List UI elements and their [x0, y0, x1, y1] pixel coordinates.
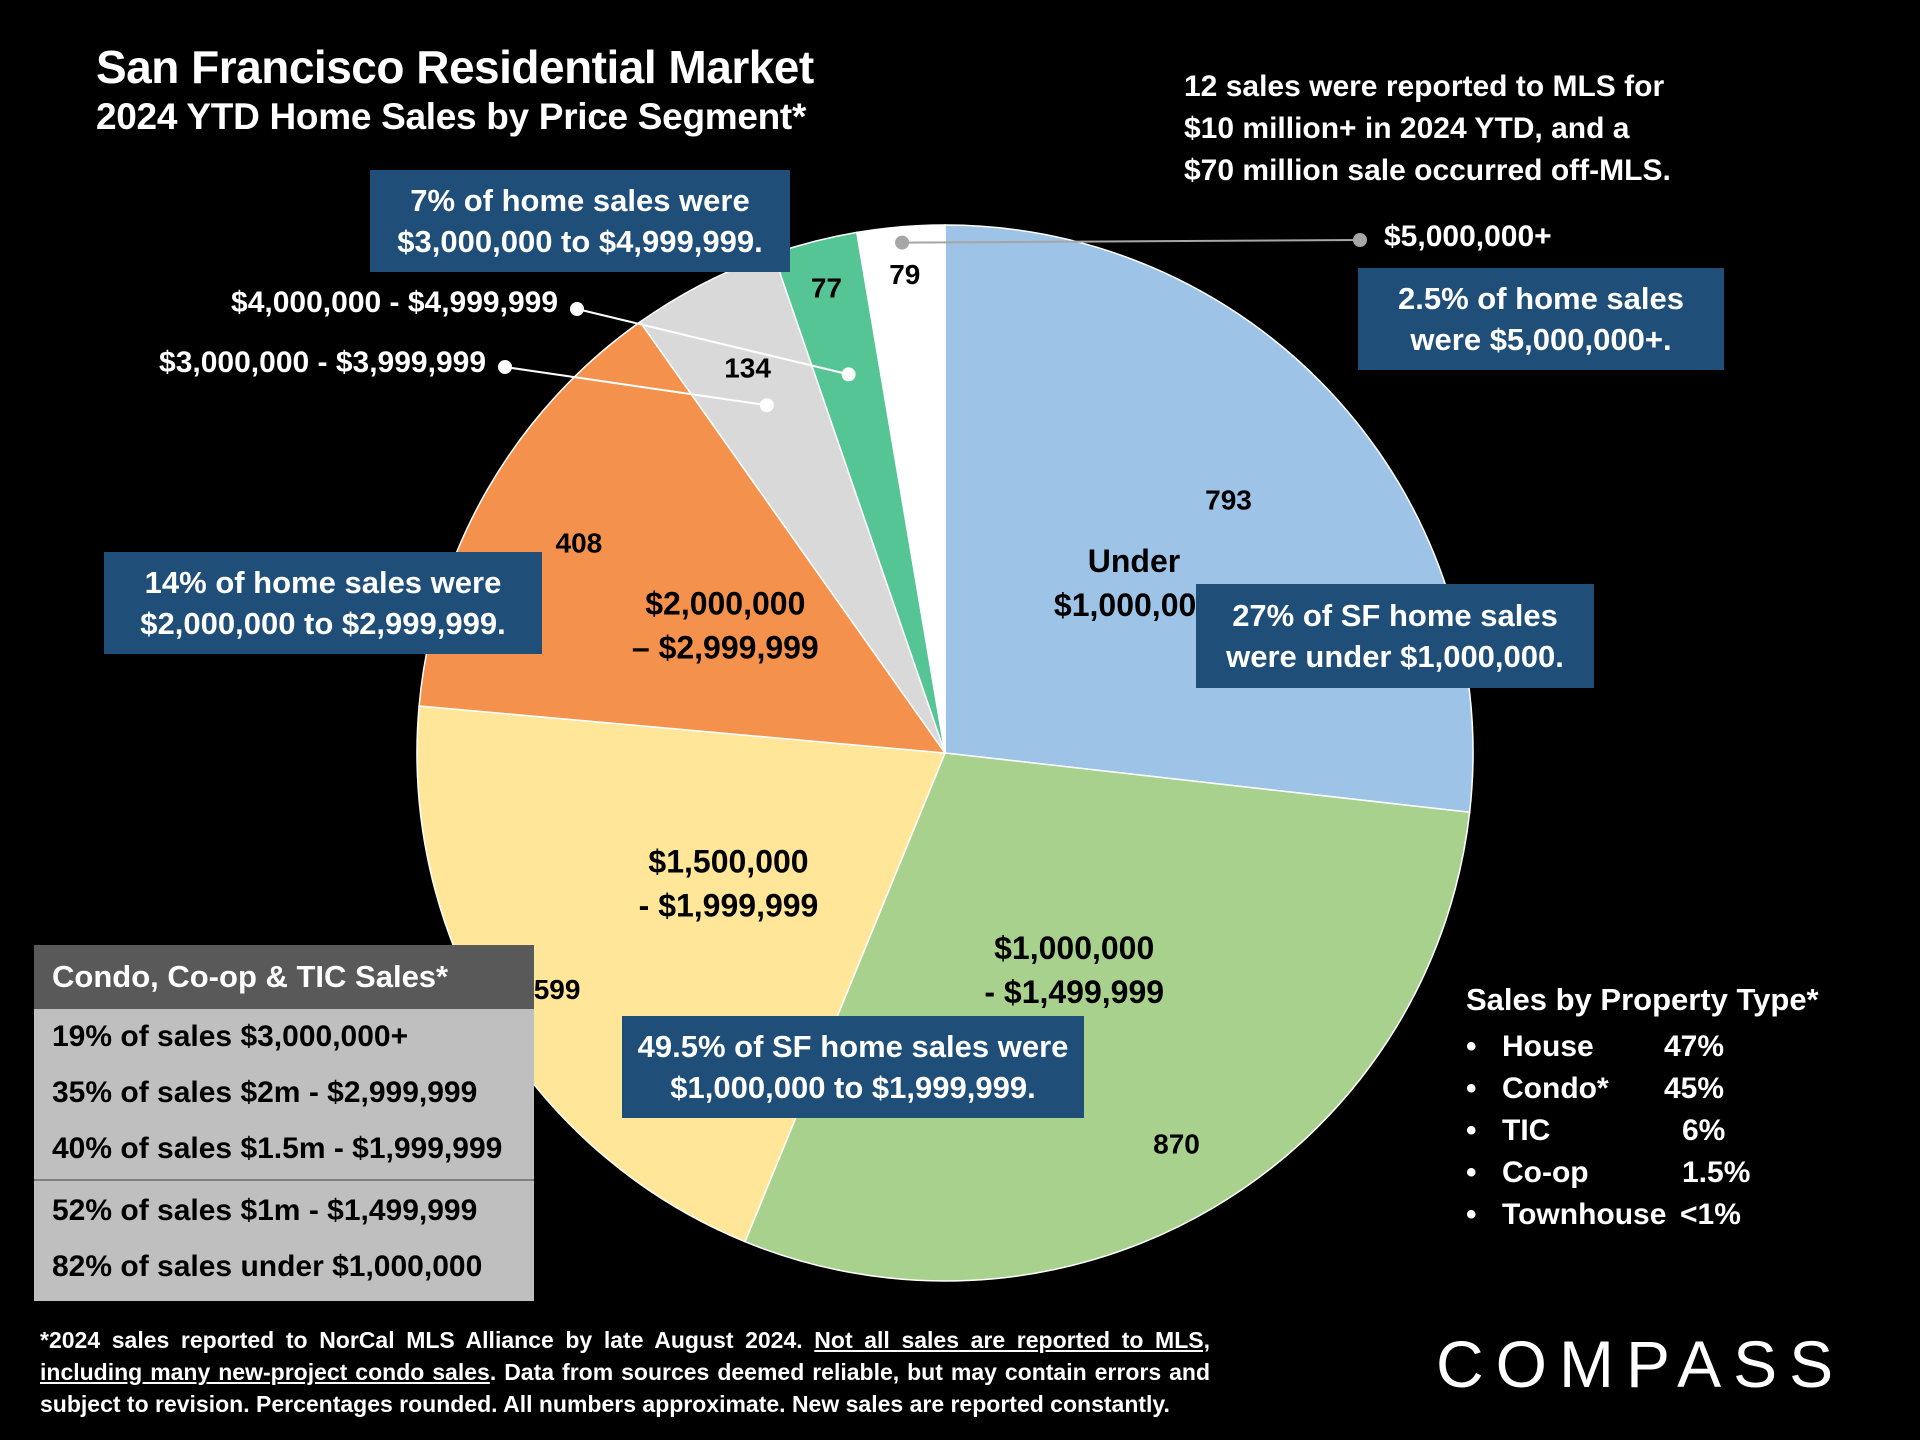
callout-line: 14% of home sales were: [144, 565, 502, 600]
chart-title: San Francisco Residential Market: [96, 41, 814, 93]
property-type-pct: 6%: [1682, 1114, 1726, 1147]
slice-value-label: 408: [556, 527, 603, 558]
slice-category-label: – $2,999,999: [632, 630, 819, 666]
condo-table-row: 40% of sales $1.5m - $1,999,999: [52, 1132, 503, 1165]
bullet-icon: •: [1466, 1156, 1477, 1189]
condo-table-divider: [34, 1179, 534, 1181]
callout-line: 49.5% of SF home sales were: [637, 1029, 1069, 1064]
slice-value-label: 79: [889, 259, 920, 290]
callout-line: $3,000,000 to $4,999,999.: [397, 224, 763, 259]
property-type-row: • House 47%: [1466, 1026, 1866, 1068]
mls-note-line: $10 million+ in 2024 YTD, and a: [1184, 112, 1630, 145]
slice-category-label: Under: [1088, 543, 1180, 579]
leader-line: [504, 366, 768, 407]
property-type-row: • Condo* 45%: [1466, 1068, 1866, 1110]
property-type-pct: 1.5%: [1682, 1156, 1751, 1189]
property-type-row: • Townhouse <1%: [1466, 1194, 1866, 1236]
callout-line: $2,000,000 to $2,999,999.: [140, 606, 506, 641]
footnote: *2024 sales reported to NorCal MLS Allia…: [40, 1324, 1210, 1420]
property-type-title: Sales by Property Type*: [1466, 982, 1819, 1017]
bullet-icon: •: [1466, 1114, 1477, 1147]
callout-line: 2.5% of home sales: [1397, 281, 1684, 316]
leader-dot: [1353, 233, 1367, 247]
property-type-pct: 47%: [1664, 1030, 1725, 1063]
condo-table-title: Condo, Co-op & TIC Sales*: [34, 945, 534, 1009]
condo-table-row: 82% of sales under $1,000,000: [52, 1250, 483, 1283]
property-type-name: House: [1502, 1030, 1594, 1063]
property-type-name: TIC: [1502, 1114, 1551, 1147]
callout-1m-to-2m: 49.5% of SF home sales were $1,000,000 t…: [622, 1016, 1084, 1118]
mls-note-line: 12 sales were reported to MLS for: [1184, 70, 1665, 103]
leader-dot: [498, 360, 512, 374]
leader-dot: [841, 367, 856, 382]
pie-slice: [744, 752, 1471, 1282]
slice-value-label: 870: [1153, 1129, 1200, 1160]
bullet-icon: •: [1466, 1198, 1477, 1231]
condo-table-row: 19% of sales $3,000,000+: [52, 1020, 409, 1053]
label-5m-plus: $5,000,000+: [1384, 220, 1552, 253]
slice-category-label: $1,000,000: [1054, 587, 1214, 623]
condo-table-row: 52% of sales $1m - $1,499,999: [52, 1194, 478, 1227]
property-type-name: Townhouse: [1502, 1198, 1667, 1231]
label-3m-4m: $3,000,000 - $3,999,999: [159, 346, 486, 379]
slice-category-label: $1,000,000: [994, 930, 1154, 966]
compass-logo: COMPASS: [1436, 1327, 1846, 1401]
label-4m-5m: $4,000,000 - $4,999,999: [231, 286, 558, 319]
property-type-pct: <1%: [1680, 1198, 1741, 1231]
leader-line: [576, 308, 849, 376]
slice-category-label: - $1,999,999: [639, 888, 819, 924]
condo-table-row: 35% of sales $2m - $2,999,999: [52, 1076, 478, 1109]
mls-note-line: $70 million sale occurred off-MLS.: [1184, 154, 1671, 187]
pie-slice: [856, 224, 946, 754]
slice-category-label: $1,500,000: [648, 844, 808, 880]
callout-line: 7% of home sales were: [410, 183, 750, 218]
slice-value-label: 134: [724, 353, 771, 384]
property-type-list: Sales by Property Type* • House 47% • Co…: [1466, 982, 1866, 1236]
slice-value-label: 77: [811, 272, 842, 303]
leader-dot: [895, 235, 910, 250]
footnote-text: . Data from sources deemed reliable, but…: [40, 1359, 1210, 1417]
condo-summary-table: Condo, Co-op & TIC Sales* 19% of sales $…: [34, 945, 534, 1301]
leader-dot: [570, 302, 584, 316]
property-type-name: Condo*: [1502, 1072, 1609, 1105]
bullet-icon: •: [1466, 1072, 1477, 1105]
property-type-pct: 45%: [1664, 1072, 1725, 1105]
mls-note: 12 sales were reported to MLS for $10 mi…: [1184, 66, 1674, 192]
leader-line: [902, 239, 1361, 244]
bullet-icon: •: [1466, 1030, 1477, 1063]
property-type-row: • Co-op 1.5%: [1466, 1152, 1866, 1194]
slice-value-label: 793: [1205, 485, 1252, 516]
callout-line: 27% of SF home sales: [1232, 598, 1558, 633]
footnote-underlined: Not all sales are reported to MLS, inclu…: [40, 1327, 1210, 1385]
callout-5m-plus: 2.5% of home sales were $5,000,000+.: [1358, 268, 1724, 370]
slice-category-label: $2,000,000: [645, 586, 805, 622]
callout-3m-to-5m: 7% of home sales were $3,000,000 to $4,9…: [370, 170, 790, 272]
callout-2m-to-3m: 14% of home sales were $2,000,000 to $2,…: [104, 552, 542, 654]
callout-line: were $5,000,000+.: [1410, 322, 1672, 357]
callout-under-1m: 27% of SF home sales were under $1,000,0…: [1196, 584, 1594, 688]
property-type-row: • TIC 6%: [1466, 1110, 1866, 1152]
slice-category-label: - $1,499,999: [984, 974, 1164, 1010]
callout-line: were under $1,000,000.: [1226, 639, 1564, 674]
chart-subtitle: 2024 YTD Home Sales by Price Segment*: [96, 96, 807, 137]
pie-slice: [418, 320, 947, 754]
leader-dot: [759, 398, 774, 413]
footnote-text: *2024 sales reported to NorCal MLS Allia…: [40, 1327, 815, 1353]
property-type-name: Co-op: [1502, 1156, 1589, 1189]
slice-value-label: 599: [534, 974, 581, 1005]
callout-line: $1,000,000 to $1,999,999.: [670, 1070, 1036, 1105]
